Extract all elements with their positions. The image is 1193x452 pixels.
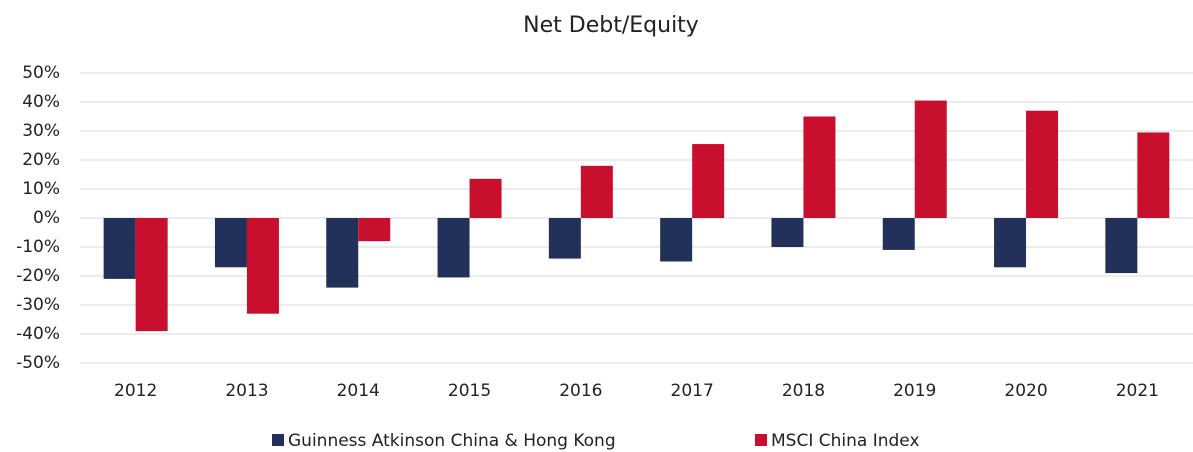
x-tick-label: 2015 (448, 381, 491, 401)
bar (135, 218, 168, 332)
x-tick-label: 2013 (225, 381, 268, 401)
y-tick-label: 50% (22, 63, 60, 83)
bar (437, 218, 470, 278)
x-tick-label: 2018 (782, 381, 825, 401)
x-tick-label: 2016 (559, 381, 602, 401)
bar (692, 144, 725, 218)
bar (803, 116, 836, 218)
bar (548, 218, 581, 259)
y-tick-label: -30% (16, 295, 60, 315)
chart-title: Net Debt/Equity (523, 13, 699, 38)
bar (469, 178, 502, 218)
x-tick-label: 2017 (671, 381, 714, 401)
bar (1137, 132, 1170, 218)
legend-swatch (272, 434, 284, 446)
y-tick-label: 20% (22, 150, 60, 170)
bar (914, 100, 947, 218)
y-tick-label: -50% (16, 353, 60, 373)
bar (882, 218, 915, 250)
bar (214, 218, 247, 268)
bar (660, 218, 693, 262)
bar (771, 218, 804, 247)
bar (358, 218, 391, 242)
legend-label: MSCI China Index (771, 431, 920, 451)
legend-swatch (755, 434, 767, 446)
bar (994, 218, 1027, 268)
bar (1026, 110, 1059, 218)
bar (246, 218, 279, 314)
x-tick-label: 2014 (337, 381, 380, 401)
y-tick-label: 0% (33, 208, 60, 228)
y-tick-label: 30% (22, 121, 60, 141)
x-tick-label: 2012 (114, 381, 157, 401)
y-tick-label: 40% (22, 92, 60, 112)
y-tick-label: -20% (16, 266, 60, 286)
legend-label: Guinness Atkinson China & Hong Kong (288, 431, 616, 451)
bar (580, 165, 613, 218)
x-tick-label: 2020 (1004, 381, 1047, 401)
bar (1105, 218, 1138, 274)
x-tick-label: 2019 (893, 381, 936, 401)
y-tick-label: -10% (16, 237, 60, 257)
x-tick-label: 2021 (1116, 381, 1159, 401)
y-tick-label: -40% (16, 324, 60, 344)
bar (103, 218, 136, 279)
y-tick-label: 10% (22, 179, 60, 199)
bar (326, 218, 359, 288)
